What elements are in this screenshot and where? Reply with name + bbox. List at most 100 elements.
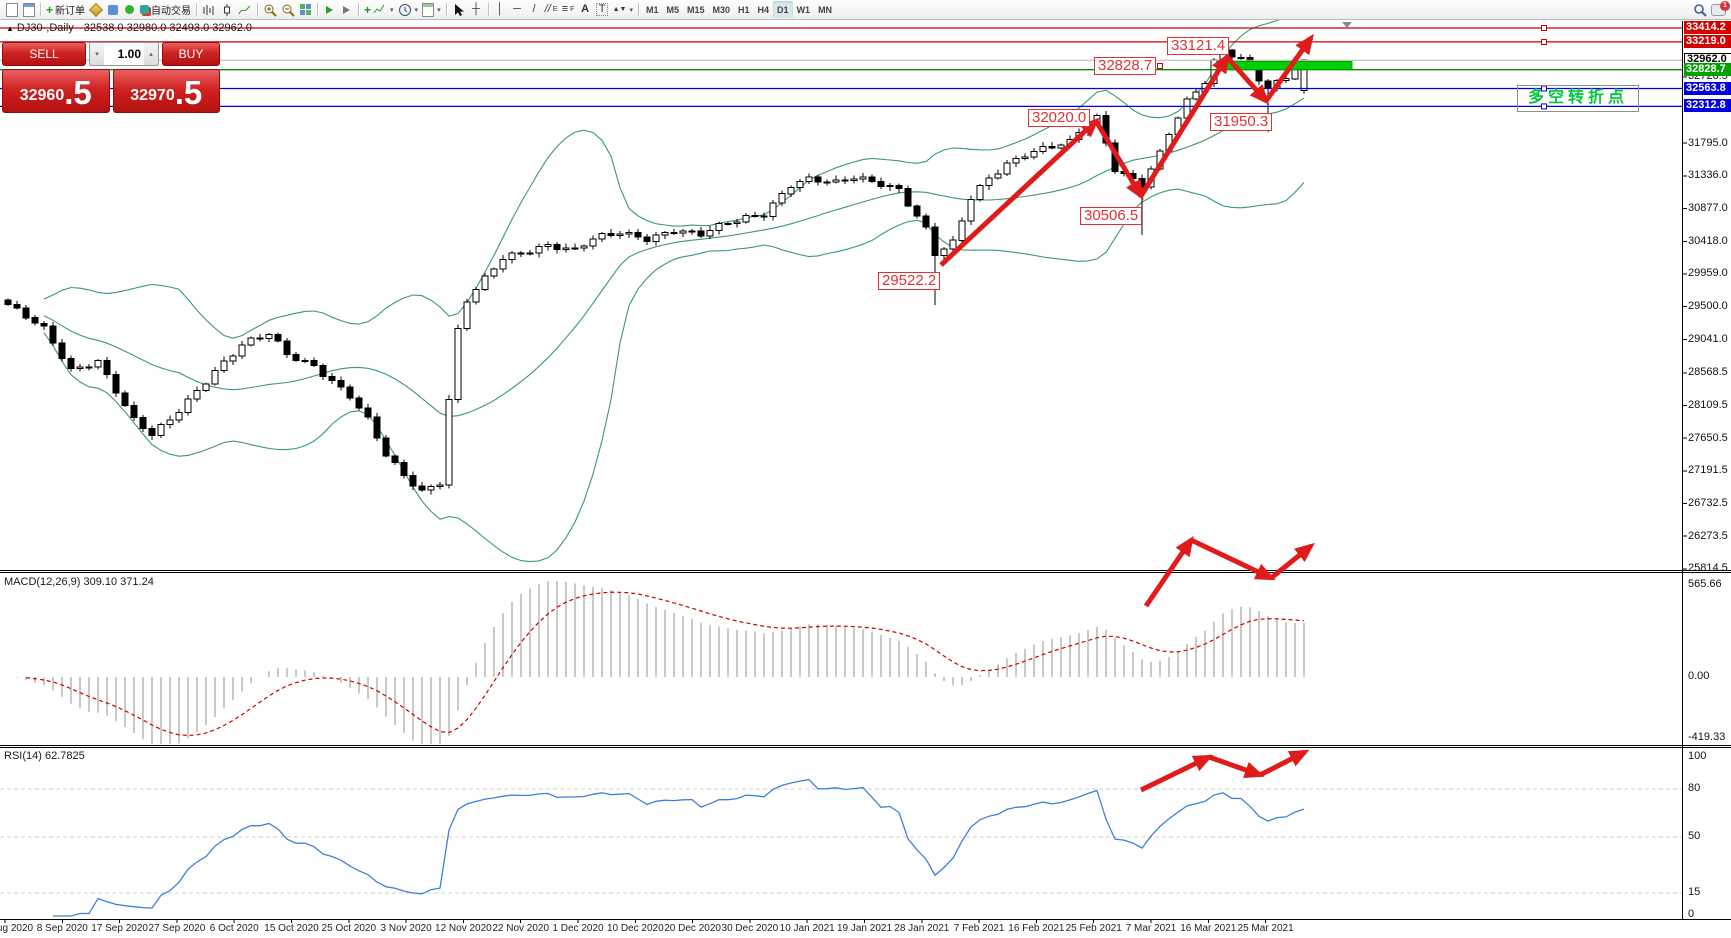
- timeframe-m15[interactable]: M15: [683, 1, 709, 18]
- indicator-axis-tick: 100: [1688, 750, 1707, 762]
- timeframe-mn[interactable]: MN: [814, 1, 836, 18]
- date-label: 16 Mar 2021: [1180, 923, 1237, 934]
- buy-button[interactable]: BUY: [162, 42, 220, 66]
- date-label: 25 Feb 2021: [1065, 923, 1122, 934]
- price-axis-tick: 28568.5: [1688, 366, 1728, 379]
- trendline-icon[interactable]: /: [526, 1, 543, 18]
- sell-button[interactable]: SELL: [2, 42, 86, 66]
- toolbar-separator: [317, 3, 319, 16]
- toolbar-separator: [637, 3, 639, 16]
- indicator-axis-tick: 50: [1688, 830, 1701, 842]
- indicators-icon[interactable]: + ▾: [364, 2, 394, 17]
- zoom-out-icon[interactable]: [279, 1, 297, 18]
- timeframe-h4[interactable]: H4: [754, 1, 774, 18]
- volume-input[interactable]: [104, 43, 144, 65]
- auto-scroll-icon[interactable]: [321, 1, 338, 18]
- crosshair-icon[interactable]: ┼: [468, 1, 485, 18]
- text-icon[interactable]: A: [577, 1, 594, 18]
- date-label: 30 Dec 2020: [721, 923, 779, 934]
- volume-increase-button[interactable]: ▴: [144, 43, 158, 65]
- date-label: 25 Mar 2021: [1237, 923, 1294, 934]
- toolbar-separator: [40, 3, 41, 16]
- price-annotation[interactable]: 30506.5: [1080, 207, 1143, 225]
- chart-shift-icon[interactable]: [338, 1, 355, 18]
- search-icon[interactable]: [1691, 1, 1709, 18]
- chart-title: ▲ DJ30-,Daily 32538.0 32980.0 32493.0 3296…: [6, 22, 252, 34]
- trend-arrows[interactable]: [939, 33, 1315, 793]
- horizontal-price-lines[interactable]: [0, 27, 1682, 108]
- turning-point-annotation[interactable]: 多空转折点: [1517, 85, 1639, 112]
- chart-shift-marker[interactable]: [1342, 22, 1352, 28]
- date-label: 7 Mar 2021: [1125, 923, 1177, 934]
- metaeditor-icon[interactable]: [87, 1, 104, 18]
- timeframe-d1[interactable]: D1: [773, 1, 793, 18]
- price-annotation[interactable]: 29522.2: [878, 272, 941, 290]
- date-label: 10 Dec 2020: [606, 923, 664, 934]
- horizontal-line-icon[interactable]: ─: [509, 1, 526, 18]
- chart-title-symbol: DJ30-,Daily: [16, 22, 74, 34]
- date-label: 30 Aug 2020: [0, 923, 34, 934]
- date-label: 16 Feb 2021: [1008, 923, 1065, 934]
- price-axis-tick: 25814.5: [1688, 562, 1728, 575]
- price-axis-tick: 30877.0: [1688, 202, 1728, 215]
- autotrading-button[interactable]: 自动交易: [138, 1, 193, 18]
- cursor-icon[interactable]: [450, 1, 468, 18]
- buy-price[interactable]: 32970.5: [112, 69, 220, 113]
- timeframe-w1[interactable]: W1: [793, 1, 815, 18]
- date-label: 8 Sep 2020: [36, 923, 88, 934]
- price-annotation[interactable]: 31950.3: [1210, 113, 1273, 131]
- volume-decrease-button[interactable]: ▾: [90, 43, 104, 65]
- new-order-button[interactable]: + 新订单: [46, 2, 86, 18]
- price-axis-tick: 26273.5: [1688, 529, 1728, 542]
- line-handle[interactable]: [1541, 39, 1547, 45]
- text-label-icon[interactable]: T: [594, 1, 611, 18]
- pane-frames: [0, 21, 1731, 923]
- signals-icon[interactable]: [121, 1, 138, 18]
- indicator-axis-tick: 565.66: [1688, 578, 1722, 590]
- price-axis-tick: 29959.0: [1688, 267, 1728, 280]
- vertical-line-icon[interactable]: │: [492, 1, 509, 18]
- line-chart-icon[interactable]: [236, 1, 254, 18]
- price-line-badge: 32312.8: [1684, 99, 1731, 113]
- date-label: 15 Oct 2020: [264, 923, 319, 934]
- timeframe-m1[interactable]: M1: [642, 1, 663, 18]
- timeframe-m30[interactable]: M30: [709, 1, 735, 18]
- sell-price[interactable]: 32960.5: [2, 69, 110, 113]
- arrows-tool-icon[interactable]: ▲▼ ▾: [611, 1, 635, 18]
- line-handle[interactable]: [1541, 25, 1547, 31]
- line-handle[interactable]: [1541, 85, 1547, 92]
- zoom-in-icon[interactable]: [261, 1, 279, 18]
- rsi-label: RSI(14) 62.7825: [4, 750, 85, 762]
- price-axis-tick: 29041.0: [1688, 332, 1728, 345]
- line-handle[interactable]: [1541, 103, 1547, 110]
- templates-icon[interactable]: ▾: [420, 1, 443, 18]
- notification-badge: 1: [1720, 0, 1730, 11]
- price-annotation[interactable]: 32020.0: [1028, 109, 1091, 127]
- toolbar-separator: [487, 3, 489, 16]
- periods-icon[interactable]: ▾: [396, 1, 421, 18]
- toolbar-separator: [445, 3, 447, 16]
- timeframe-m5[interactable]: M5: [662, 1, 683, 18]
- main-toolbar: + 新订单 自动交易 + ▾ ▾ ▾ ┼ │ ─ ///E ≡ F A T ▲▼ ▾ M1 M5 M15 M30 H1 H4…: [0, 0, 1731, 20]
- profiles-icon[interactable]: [20, 1, 37, 18]
- date-label: 28 Jan 2021: [894, 923, 950, 934]
- price-annotation[interactable]: 32828.7: [1094, 57, 1157, 75]
- candlestick-chart-icon[interactable]: [218, 1, 236, 18]
- tile-windows-icon[interactable]: [297, 1, 314, 18]
- bar-chart-icon[interactable]: [200, 1, 218, 18]
- fibonacci-icon[interactable]: ≡ F: [560, 1, 577, 18]
- price-axis-tick: 28109.5: [1688, 399, 1728, 412]
- strategy-tester-icon[interactable]: [104, 1, 121, 18]
- notifications-icon[interactable]: 1: [1709, 0, 1730, 18]
- date-label: 17 Sep 2020: [91, 923, 148, 934]
- equidistant-channel-icon[interactable]: //E: [543, 1, 560, 18]
- line-handle[interactable]: [1157, 63, 1163, 69]
- date-label: 12 Nov 2020: [435, 923, 492, 934]
- price-annotation[interactable]: 33121.4: [1167, 37, 1230, 55]
- new-chart-icon[interactable]: [3, 1, 20, 18]
- timeframe-h1[interactable]: H1: [734, 1, 754, 18]
- date-label: 6 Oct 2020: [209, 923, 259, 934]
- date-label: 19 Jan 2021: [836, 923, 893, 934]
- date-label: 27 Sep 2020: [148, 923, 206, 934]
